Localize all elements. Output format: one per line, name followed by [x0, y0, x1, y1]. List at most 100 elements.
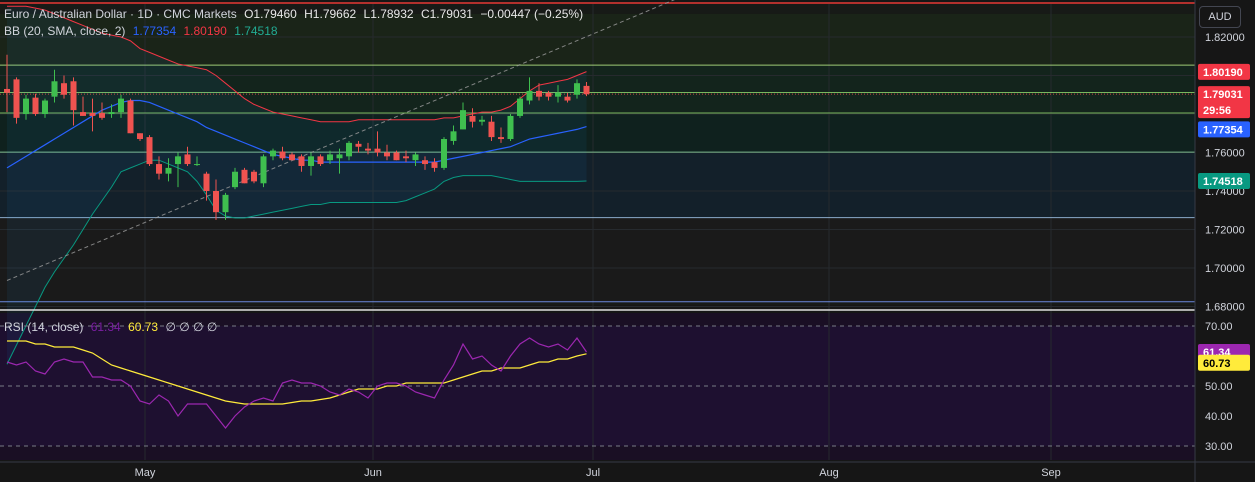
rsi-legend: RSI (14, close) 61.34 60.73 ∅ ∅ ∅ ∅ — [4, 320, 221, 334]
candle-body — [441, 139, 447, 168]
price-axis-bg — [1195, 0, 1255, 482]
candle-body — [507, 115, 514, 140]
rsi-label: RSI (14, close) — [4, 320, 84, 334]
candle-body — [51, 81, 58, 97]
price-tick-label: 1.72000 — [1205, 225, 1245, 237]
symbol-title: Euro / Australian Dollar · 1D · CMC Mark… — [4, 7, 237, 21]
bb-upper-value: 1.80190 — [183, 24, 227, 38]
zone-top — [0, 13, 1195, 66]
open-value: O1.79460 — [244, 7, 297, 21]
candle-body — [175, 156, 181, 165]
rsi-tick-label: 40.00 — [1205, 411, 1233, 423]
candle-body — [99, 113, 105, 118]
zone-middle — [0, 113, 1195, 153]
trendline — [6, 0, 675, 281]
rsi-tick-label: 50.00 — [1205, 381, 1233, 393]
bb-lower-price-tag: 1.74518 — [1203, 176, 1243, 188]
bb-upper-price-tag-bg — [1198, 63, 1250, 80]
time-tick-label: Jun — [364, 467, 382, 479]
candle-body — [184, 154, 191, 165]
candle-body — [194, 164, 200, 166]
rsi-ma-value: 60.73 — [128, 320, 159, 334]
candle-body — [412, 154, 419, 161]
low-value: L1.78932 — [363, 7, 414, 21]
candle-body — [289, 154, 295, 161]
candle-body — [317, 156, 324, 165]
bb-lower-value: 1.74518 — [234, 24, 278, 38]
currency-button[interactable]: AUD — [1199, 6, 1241, 28]
candle-body — [203, 173, 210, 191]
candle-body — [165, 167, 172, 174]
candle-body — [526, 90, 533, 101]
candle-body — [555, 92, 561, 97]
last-price-tag-bg — [1198, 86, 1250, 119]
candle-body — [564, 96, 571, 101]
candle-body — [156, 164, 162, 174]
rsi-tick-label: 70.00 — [1205, 321, 1233, 333]
bb-basis-value: 1.77354 — [132, 24, 177, 38]
rsi-tick-label: 30.00 — [1205, 441, 1233, 453]
time-tick-label: Jul — [586, 467, 600, 479]
time-tick-label: Aug — [819, 467, 839, 479]
change-value: −0.00447 (−0.25%) — [480, 7, 584, 21]
candle-body — [127, 100, 134, 134]
rsi-ma-price-tag-bg — [1198, 354, 1250, 371]
bb-lower-price-tag-bg — [1198, 173, 1250, 190]
candle-body — [213, 191, 219, 213]
candle-body — [336, 154, 343, 159]
candle-body — [422, 160, 428, 165]
candle-body — [118, 98, 124, 113]
candle-body — [70, 81, 77, 111]
time-tick-label: Sep — [1041, 467, 1061, 479]
bb-lower-line — [6, 159, 587, 365]
candle-body — [298, 156, 305, 166]
candle-body — [498, 137, 504, 140]
candle-body — [260, 156, 267, 184]
candle-body — [393, 152, 400, 161]
candle-body — [431, 162, 438, 168]
candle-body — [146, 137, 153, 165]
candle-body — [469, 115, 476, 122]
candle-body — [89, 113, 96, 116]
rsi-ma-line — [7, 340, 587, 405]
bb-label: BB (20, SMA, close, 2) — [4, 24, 126, 38]
candle-body — [137, 133, 143, 140]
candle-body — [479, 119, 485, 122]
countdown-label: 29:56 — [1203, 105, 1231, 117]
rsi-ma-price-tag: 60.73 — [1203, 358, 1231, 370]
symbol-legend: Euro / Australian Dollar · 1D · CMC Mark… — [4, 7, 587, 21]
high-value: H1.79662 — [304, 7, 357, 21]
close-value: C1.79031 — [420, 7, 473, 21]
rsi-line — [6, 336, 587, 429]
candle-body — [13, 79, 20, 118]
candle-body — [270, 150, 276, 157]
bb-legend: BB (20, SMA, close, 2) 1.77354 1.80190 1… — [4, 24, 282, 38]
candle-body — [365, 148, 371, 151]
candle-body — [488, 121, 495, 138]
zone-bottom — [0, 217, 1195, 302]
bb-upper-line — [7, 5, 587, 123]
candle-body — [232, 171, 238, 188]
candle-body — [517, 98, 523, 116]
candle-body — [251, 171, 257, 182]
bb-upper-price-tag: 1.80190 — [1203, 67, 1243, 79]
candle-body — [80, 112, 86, 116]
bb-basis-price-tag: 1.77354 — [1203, 124, 1244, 136]
candle-body — [327, 154, 333, 161]
candle-body — [346, 142, 352, 157]
candle-body — [450, 131, 457, 141]
price-tick-label: 1.68000 — [1205, 302, 1245, 314]
candle-body — [108, 112, 115, 114]
currency-button-label: AUD — [1208, 11, 1232, 23]
last-price-tag: 1.79031 — [1203, 89, 1243, 101]
rsi-value: 61.34 — [90, 320, 121, 334]
candle-body — [61, 83, 67, 95]
bb-basis-price-tag-bg — [1198, 121, 1250, 138]
candle-body — [574, 83, 580, 95]
candle-body — [241, 169, 248, 184]
price-tick-label: 1.70000 — [1205, 263, 1245, 275]
candle-body — [32, 97, 39, 114]
candle-body — [279, 151, 286, 159]
